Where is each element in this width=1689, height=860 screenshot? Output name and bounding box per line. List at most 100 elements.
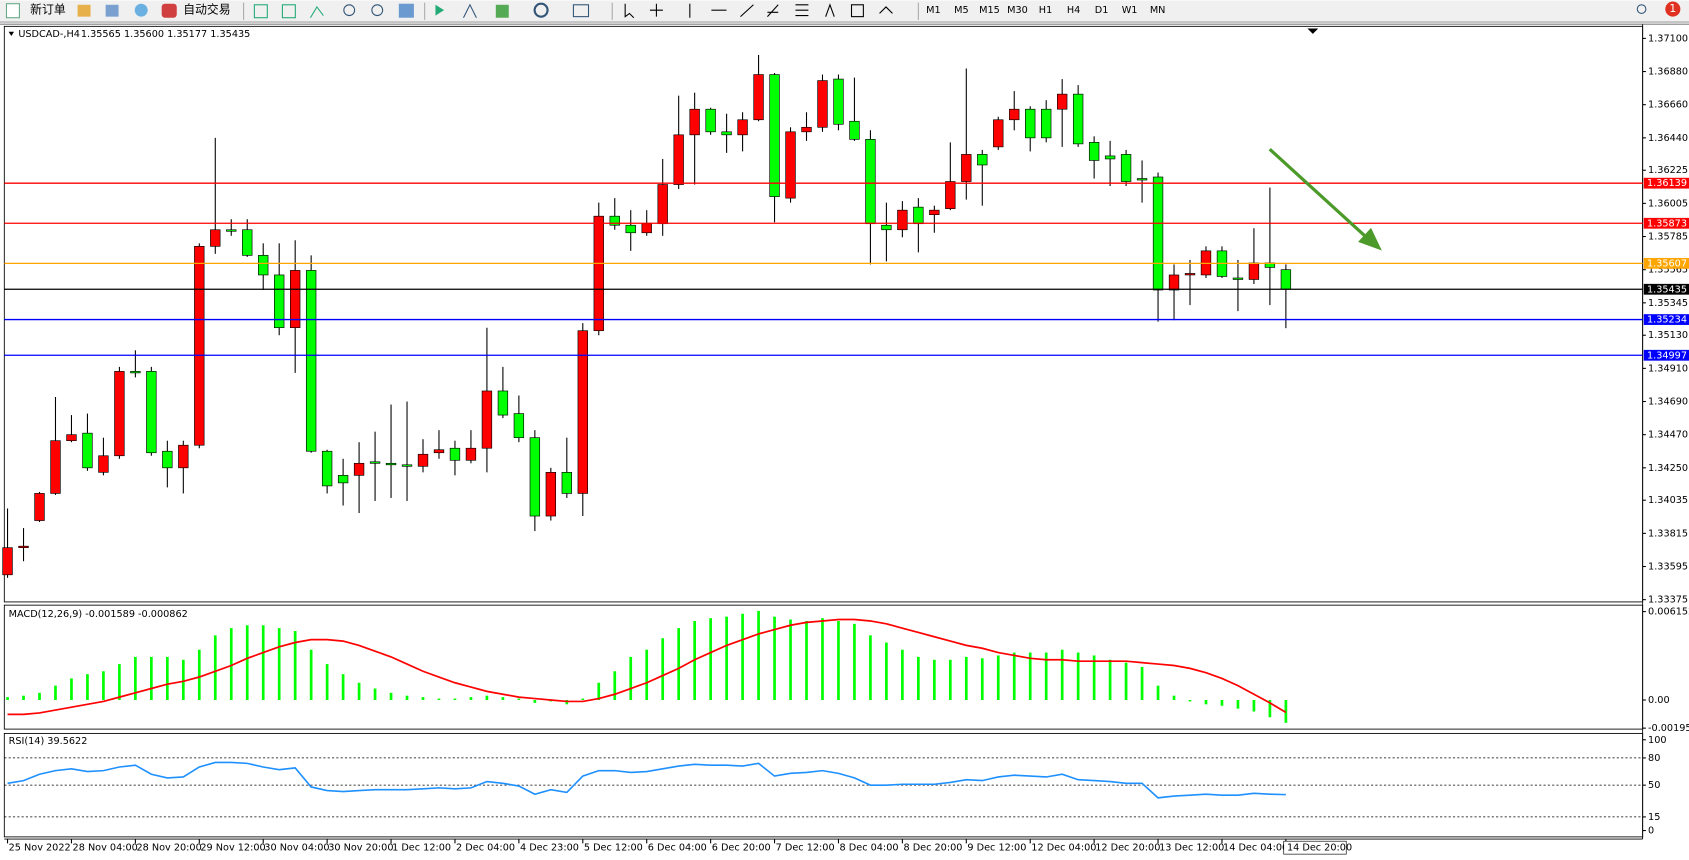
level-label: 1.35873 [1647,218,1687,229]
y-tick-label: 1.34910 [1648,363,1688,374]
timeframe-button[interactable]: M5 [954,5,969,16]
candle-body [673,134,684,185]
tool-icon[interactable] [281,4,296,19]
candle-body [961,154,972,182]
timeframe-button[interactable]: H4 [1067,5,1080,16]
panels: 1.37100 1.36880 1.36660 1.36440 1.36225 1.360… [2,24,1689,855]
tool-icon[interactable] [435,4,445,16]
y-tick-label: 1.36880 [1648,67,1688,78]
x-tick-label: 12 Dec 20:00 [1095,843,1160,854]
x-tick-label: 13 Dec 12:00 [1159,843,1224,854]
candle-body [98,455,109,473]
x-tick-label: 2 Dec 04:00 [456,843,515,854]
candle-body [897,209,908,231]
candle-body [130,371,141,374]
y-tick-label: 1.35345 [1648,298,1688,309]
search-icon[interactable] [1636,4,1647,14]
new-order-button[interactable]: 新订单 [30,3,66,17]
candle-body [865,139,876,225]
y-tick-label: 0 [1648,826,1654,837]
candle-body [657,184,668,225]
text-tool[interactable] [825,3,835,17]
y-tick-label: 1.34470 [1648,430,1688,441]
x-tick-label: 6 Dec 04:00 [648,843,707,854]
candle-body [369,461,381,464]
timeframe-button[interactable]: W1 [1122,5,1138,16]
new-order-icon[interactable] [5,3,20,19]
tool-icon[interactable] [572,4,590,18]
tool-icon[interactable] [253,4,268,19]
candle-body [1056,93,1068,110]
zoom-out[interactable] [371,4,384,17]
y-tick-label: 1.36440 [1648,133,1688,144]
auto-trade-button[interactable]: 自动交易 [183,3,230,17]
arrow-head [1358,227,1382,251]
candle-body [242,229,253,256]
y-tick-label: 1.33595 [1648,562,1688,573]
y-tick-label: 1.35130 [1648,330,1688,341]
tool-icon[interactable] [495,4,509,18]
candle-body [146,371,157,454]
toolbar: 新订单 自动交易 M1 M5 M15 M30 H1 H4 D1 W1 MN 1 [0,0,1689,23]
candle-body [625,224,636,234]
x-tick-label: 30 Nov 04:00 [264,843,329,854]
tool-icon[interactable] [134,3,148,17]
channel-tool[interactable] [767,4,779,18]
label-tool[interactable] [850,4,864,18]
candle-body [913,206,924,225]
y-tick-label: 50 [1648,780,1660,791]
y-tick-label: 1.33375 [1648,595,1688,606]
candle-body [258,255,269,276]
zoom-in[interactable] [343,4,356,17]
candle-body [353,462,365,476]
tool-icon[interactable] [462,3,477,18]
level-label-box [1643,177,1689,189]
level-label: 1.36139 [1647,178,1687,189]
auto-trade-icon[interactable] [161,3,177,18]
candle-body [513,413,525,439]
timeframes: M1 M5 M15 M30 H1 H4 D1 W1 MN [926,5,1165,16]
arrows-tool[interactable] [879,6,893,14]
y-tick-label: 1.35785 [1648,232,1688,243]
candle-body [929,209,940,216]
timeframe-button[interactable]: H1 [1039,5,1052,16]
cursor-tool[interactable] [624,3,635,19]
level-label-box [1643,314,1689,325]
candle-body [881,224,892,231]
level-label-box [1643,257,1689,269]
trendline-tool[interactable] [740,4,754,18]
fibo-tool[interactable] [795,4,809,17]
level-label-box [1643,217,1689,229]
timeframe-button[interactable]: M30 [1007,5,1028,16]
candle-body [385,462,397,466]
x-tick-label: 6 Dec 20:00 [712,843,771,854]
x-tick-label: 29 Nov 12:00 [200,843,265,854]
candle-body [977,154,988,166]
timeframe-button[interactable]: D1 [1095,5,1109,16]
x-tick-label: 12 Dec 04:00 [1031,843,1096,854]
y-tick-label: 1.34250 [1648,463,1688,474]
arrow-shaft [1268,148,1368,239]
candle-body [1232,277,1244,280]
candle-body [817,80,828,128]
candle-body [305,270,317,452]
candle-body [545,472,557,517]
y-tick-label: 15 [1648,812,1660,823]
tool-icon[interactable] [105,4,119,17]
timeframe-button[interactable]: M15 [979,5,1000,16]
y-tick-label: 1.36660 [1648,100,1688,111]
toolbar-bg [0,0,1689,23]
crosshair-tool[interactable] [649,3,663,17]
tool-icon[interactable] [77,4,91,17]
timeframe-button[interactable]: MN [1150,5,1166,16]
candle-body [993,119,1004,148]
candle-body [1248,262,1260,280]
tile-icon[interactable] [398,3,414,18]
y-tick-label: 100 [1648,735,1667,746]
notification-badge[interactable] [1665,1,1681,17]
timeframe-button[interactable]: M1 [926,5,941,16]
tool-icon[interactable] [533,2,549,18]
level-label-box [1643,283,1689,295]
tool-icon[interactable] [309,5,324,18]
